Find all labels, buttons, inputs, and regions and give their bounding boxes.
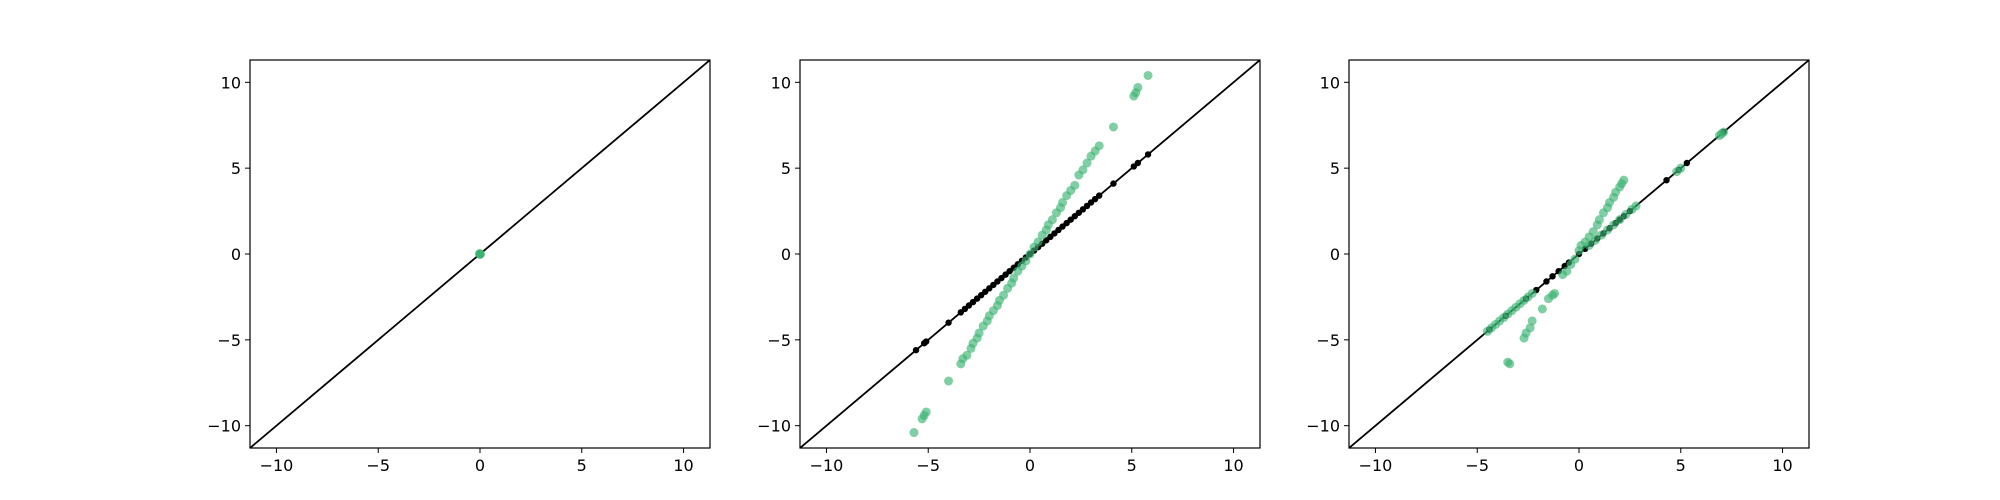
y-tick-label: 10: [771, 73, 791, 92]
scatter-point-green: [1621, 210, 1631, 220]
scatter-point-green: [1590, 235, 1600, 245]
scatter-point-green: [999, 290, 1009, 300]
x-tick-label: 10: [673, 456, 693, 475]
scatter-point-green: [1615, 215, 1625, 225]
scatter-point-green: [974, 328, 984, 338]
x-tick-label: −10: [260, 456, 294, 475]
y-tick-label: 5: [781, 159, 791, 178]
scatter-point-green: [1527, 288, 1537, 298]
scatter-point-black: [1683, 159, 1691, 167]
x-tick-label: 10: [1223, 456, 1243, 475]
scatter-point-green: [1570, 254, 1580, 264]
y-tick-label: −5: [217, 331, 241, 350]
x-tick-label: 0: [1574, 456, 1584, 475]
scatter-point-green: [1676, 163, 1686, 173]
scatter-point-green: [944, 376, 954, 386]
y-tick-label: 10: [221, 73, 241, 92]
y-tick-label: 0: [1330, 245, 1340, 264]
plot-area: [250, 60, 710, 448]
scatter-point-black: [1096, 192, 1103, 199]
scatter-point-green: [1527, 316, 1537, 326]
scatter-point-green: [1525, 323, 1535, 333]
x-tick-label: 0: [1025, 456, 1035, 475]
scatter-point-green: [1596, 230, 1606, 240]
y-tick-label: −5: [1316, 331, 1340, 350]
y-tick-label: −5: [767, 331, 791, 350]
scatter-point-green: [1631, 201, 1641, 211]
x-tick-label: 10: [1772, 456, 1792, 475]
scatter-point-black: [1663, 176, 1670, 184]
scatter-point-black: [1134, 159, 1142, 167]
scatter-point-green: [1719, 127, 1729, 137]
y-tick-label: 5: [231, 159, 241, 178]
scatter-point-green: [1082, 158, 1092, 168]
scatter-point-green: [1025, 249, 1035, 259]
y-tick-label: 0: [231, 245, 241, 264]
scatter-point-green: [1594, 215, 1604, 225]
scatter-point-green: [1078, 165, 1088, 175]
x-tick-label: 5: [1676, 456, 1686, 475]
scatter-point-green: [1562, 266, 1572, 276]
plot-area: [800, 60, 1260, 448]
y-tick-label: 0: [781, 245, 791, 264]
scatter-point-green: [1602, 225, 1612, 235]
x-tick-label: −5: [1465, 456, 1489, 475]
scatter-point-black: [1543, 278, 1550, 285]
plot-area: [1349, 60, 1809, 448]
y-tick-label: −10: [757, 417, 791, 436]
scatter-point-green: [1047, 215, 1057, 225]
x-tick-label: −10: [1359, 456, 1393, 475]
scatter-point-green: [1550, 288, 1560, 298]
scatter-point-green: [1009, 273, 1019, 283]
scatter-point-black: [912, 346, 920, 354]
scatter-point-green: [475, 249, 485, 259]
scatter-point-green: [962, 350, 972, 360]
scatter-point-green: [1505, 359, 1515, 369]
x-tick-label: 5: [1127, 456, 1137, 475]
x-tick-label: −10: [810, 456, 844, 475]
scatter-point-green: [1143, 70, 1153, 80]
y-tick-label: −10: [1306, 417, 1340, 436]
scatter-point-black: [1549, 273, 1556, 280]
scatter-panel-1: −10 −5 0 5 10 −10 −5 0 5 10: [207, 59, 711, 475]
scatter-point-green: [1584, 240, 1594, 250]
scatter-point-green: [1058, 197, 1068, 207]
scatter-point-green: [1108, 122, 1118, 132]
scatter-point-green: [1537, 304, 1547, 314]
y-tick-label: 10: [1320, 73, 1340, 92]
scatter-point-green: [1133, 82, 1143, 92]
scatter-point-green: [1588, 227, 1598, 237]
scatter-point-black: [1110, 180, 1117, 187]
scatter-point-green: [1033, 237, 1043, 247]
x-tick-label: −5: [916, 456, 940, 475]
scatter-point-green: [1609, 220, 1619, 230]
scatter-panel-3: −10 −5 0 5 10 −10 −5 0 5 10: [1306, 59, 1810, 475]
x-tick-label: 5: [577, 456, 587, 475]
scatter-point-green: [921, 407, 931, 417]
scatter-panel-2: −10 −5 0 5 10 −10 −5 0 5 10: [757, 59, 1261, 475]
scatter-point-green: [1021, 256, 1031, 266]
scatter-point-black: [945, 319, 952, 326]
scatter-point-green: [1094, 141, 1104, 151]
scatter-point-green: [1619, 175, 1629, 185]
scatter-point-green: [909, 428, 919, 438]
y-tick-label: −10: [207, 417, 241, 436]
y-tick-label: 5: [1330, 159, 1340, 178]
scatter-point-green: [1070, 180, 1080, 190]
scatter-point-black: [922, 338, 930, 345]
x-tick-label: −5: [366, 456, 390, 475]
scatter-point-black: [1144, 151, 1152, 158]
x-tick-label: 0: [475, 456, 485, 475]
